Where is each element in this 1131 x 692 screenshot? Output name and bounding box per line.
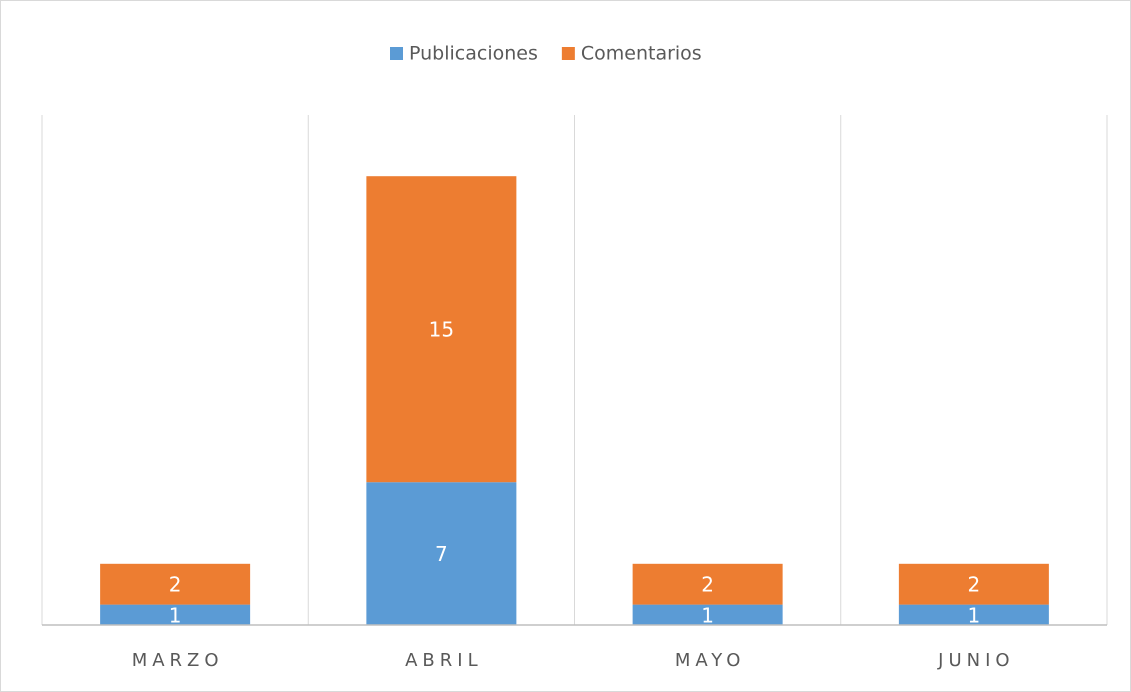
legend-swatch <box>390 47 403 60</box>
data-label: 15 <box>429 318 454 342</box>
data-label: 2 <box>968 573 981 597</box>
x-tick-label: JUNIO <box>937 650 1014 671</box>
bar-segment <box>100 563 251 605</box>
data-label: 7 <box>435 542 448 566</box>
bar-segment <box>632 563 783 605</box>
legend-swatch <box>561 47 575 60</box>
data-label: 2 <box>701 573 714 597</box>
bar-segment <box>632 604 783 625</box>
data-label: 1 <box>968 603 981 627</box>
x-tick-label: MAYO <box>675 650 746 671</box>
data-label: 1 <box>169 603 182 627</box>
x-tick-label: MARZO <box>132 650 224 671</box>
legend-label: Comentarios <box>581 43 702 65</box>
bar-segment <box>898 604 1049 625</box>
data-label: 1 <box>701 603 714 627</box>
bar-segment <box>898 563 1049 605</box>
data-label: 2 <box>169 573 182 597</box>
bar-segment <box>366 176 517 483</box>
x-tick-label: ABRIL <box>405 650 483 671</box>
bar-segment <box>100 604 251 625</box>
legend-label: Publicaciones <box>409 43 538 65</box>
bar-segment <box>366 482 517 625</box>
